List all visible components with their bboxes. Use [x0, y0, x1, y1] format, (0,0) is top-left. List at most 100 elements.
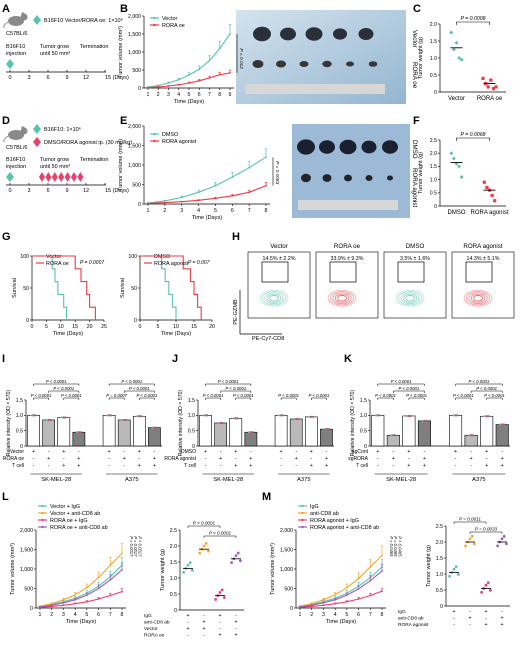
y-tick-label: 1,500 — [20, 547, 33, 553]
row-sign: + — [501, 463, 504, 469]
timeline-tick-label: 3 — [27, 75, 30, 81]
p-value: P = 0.0083 — [274, 161, 280, 184]
panel-label-k: K — [344, 353, 352, 365]
timeline-tick-label: 15 (Days) — [105, 75, 129, 81]
y-tick-label: 1.0 — [188, 413, 195, 419]
significance-bracket — [205, 397, 221, 400]
x-tick-label: 4 — [197, 208, 200, 214]
series-point — [50, 602, 53, 605]
chart-k: 0 0.5 1.0 1.5 Relative intensity (OD = 570)s… — [348, 379, 510, 483]
y-axis-title: Relative intensity (OD = 570) — [350, 390, 356, 457]
series-line — [299, 566, 383, 607]
panel-label-c: C — [413, 3, 421, 15]
bar-point — [79, 431, 82, 434]
row-sign: + — [108, 449, 111, 455]
bar — [117, 419, 131, 447]
series-point — [334, 593, 337, 596]
x-axis-title: Time (Days) — [174, 99, 204, 105]
injection-label-1: B16F10 — [6, 157, 25, 163]
bar — [320, 428, 333, 447]
y-tick-label: 2.5 — [170, 528, 177, 534]
data-point — [449, 151, 454, 156]
series-point — [229, 71, 231, 74]
bar-point — [470, 434, 473, 437]
chart-l: 0 500 1,000 1,500 2,000 Tumor volume (mm³) 1 2 3… — [10, 504, 142, 625]
row-sign: - — [280, 456, 282, 462]
series-point — [197, 199, 200, 202]
treatment-label: B16F10 Vector/RORA oe: 1×10⁶ — [44, 17, 123, 24]
series-point — [85, 600, 88, 603]
y-tick-label: 1.0 — [436, 572, 443, 578]
mouse-strain-label: C57BL/6 — [6, 145, 27, 151]
dose-diamond-icon — [39, 172, 45, 182]
data-point — [207, 549, 210, 553]
data-point — [486, 85, 490, 89]
x-tick-label: 5 — [214, 208, 217, 214]
bar-point — [392, 434, 395, 437]
row-sign: - — [235, 613, 237, 619]
legend-label: RORA oe + IgG — [50, 518, 88, 524]
row-sign: + — [484, 609, 487, 615]
series-point — [231, 176, 234, 178]
row-sign: - — [295, 463, 297, 469]
timeline-tick-label: 0 — [8, 188, 11, 194]
y-tick-label: 2,000 — [128, 124, 141, 130]
p-value: P < 0.0001 — [121, 379, 142, 384]
row-sign: + — [32, 449, 35, 455]
p-value: P = 0.0465 — [397, 536, 402, 557]
series-point — [214, 197, 217, 200]
bar-point — [308, 415, 311, 418]
row-sign: + — [470, 456, 473, 462]
significance-bracket — [33, 397, 49, 400]
x-tick-label: 0 — [139, 324, 142, 330]
row-sign: - — [469, 622, 471, 628]
series-point — [345, 594, 348, 597]
row-sign: + — [423, 456, 426, 462]
y-tick-label: 1.5 — [430, 164, 437, 170]
bar-point — [409, 414, 412, 418]
panel-label-f: F — [413, 115, 420, 127]
legend-label: anti-CD8 ab — [310, 511, 339, 517]
data-point — [473, 542, 476, 546]
category-label: DMSO — [448, 210, 466, 216]
p-value: P < 0.0001 — [406, 393, 427, 398]
p-value: P < 0.0001 — [129, 386, 150, 391]
timeline-tick-label: 9 — [65, 188, 68, 194]
bar — [289, 418, 303, 447]
row-label: anti-CD8 ab — [398, 616, 424, 622]
bar-point — [483, 415, 486, 418]
p-value: P = 0.0033 — [475, 527, 498, 532]
dose-diamond-icon — [64, 172, 71, 182]
p-value: P < 0.0001 — [375, 393, 396, 398]
legend-label: DMSO — [154, 254, 170, 260]
cell-line-label: A375 — [125, 477, 139, 483]
x-tick-label: 8 — [265, 208, 268, 214]
cell-line-label: A375 — [472, 477, 486, 483]
x-tick-label: 10 — [173, 324, 179, 330]
series-line — [147, 185, 267, 204]
row-sign: - — [187, 633, 189, 639]
legend-marker — [41, 511, 44, 515]
x-tick-label: 7 — [109, 612, 112, 618]
y-tick-label: 500 — [284, 586, 293, 592]
treatment-label-2: DMSO/RORA agonist ip. (30 mg/kg) — [44, 140, 132, 146]
data-point — [451, 156, 456, 161]
row-sign: + — [310, 449, 313, 455]
p-value: P < 0.0001 — [484, 393, 505, 398]
data-point — [188, 561, 192, 565]
series-point — [218, 73, 221, 76]
x-axis-title: Time (Days) — [192, 215, 222, 221]
tumor-image — [299, 61, 309, 67]
data-point — [220, 588, 224, 592]
y-tick-label: 0 — [138, 202, 141, 208]
contour-ring — [259, 289, 289, 307]
x-axis-title: Time (Days) — [161, 331, 191, 337]
panel-label-l: L — [2, 491, 9, 503]
data-point — [470, 534, 474, 538]
bar-point — [327, 428, 330, 431]
tumor-image — [368, 61, 378, 67]
row-sign: + — [77, 456, 80, 462]
legend-label: Vector + IgG — [50, 504, 80, 510]
y-axis-title: Tumor volume (mm³) — [270, 543, 276, 595]
